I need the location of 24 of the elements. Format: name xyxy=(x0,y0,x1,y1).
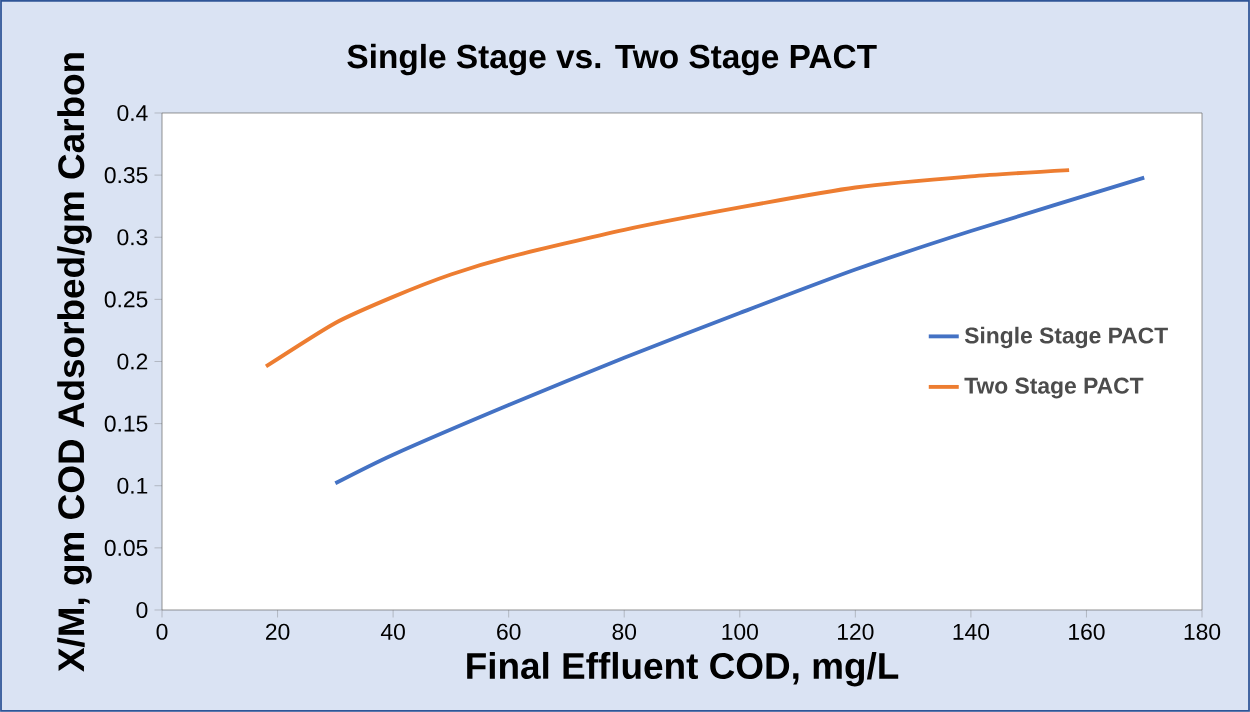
y-tick-label: 0.15 xyxy=(104,415,148,432)
x-tick-label: 0 xyxy=(156,623,168,640)
legend-label: Single Stage PACT xyxy=(964,326,1168,349)
x-tick-label: 100 xyxy=(722,623,758,640)
chart-title: Single Stage vs. Two Stage PACT xyxy=(347,43,877,76)
x-tick-label: 60 xyxy=(497,623,521,640)
x-tick-label: 20 xyxy=(266,623,290,640)
y-tick-label: 0.2 xyxy=(117,353,148,370)
x-tick-label: 140 xyxy=(953,623,990,640)
y-tick-label: 0.1 xyxy=(117,477,148,494)
y-tick-label: 0.35 xyxy=(104,167,148,184)
y-tick-label: 0 xyxy=(136,601,148,619)
y-tick-label: 0.3 xyxy=(117,229,148,246)
x-tick-label: 160 xyxy=(1069,623,1105,640)
x-axis-title: Final Effluent COD, mg/L xyxy=(467,651,899,687)
y-tick-label: 0.25 xyxy=(104,291,148,308)
y-tick-label: 0.05 xyxy=(104,539,148,556)
x-tick-label: 120 xyxy=(838,623,874,640)
x-tick-label: 40 xyxy=(380,623,405,640)
legend-label: Two Stage PACT xyxy=(964,377,1144,399)
x-tick-label: 80 xyxy=(612,623,637,640)
y-axis-title: X/M, gm COD Adsorbed/gm Carbon xyxy=(57,53,92,672)
y-tick-label: 0.4 xyxy=(117,104,148,122)
x-tick-label: 180 xyxy=(1184,623,1221,640)
